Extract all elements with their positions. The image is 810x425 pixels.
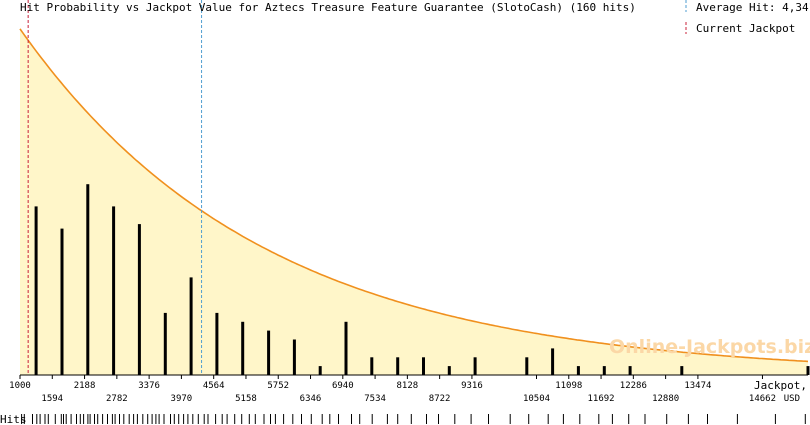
bar <box>551 348 555 375</box>
x-tick-label: 1000 <box>9 381 31 391</box>
bar <box>215 312 219 375</box>
x-tick-label: 3376 <box>138 381 160 391</box>
x-tick-label: 1594 <box>41 394 63 404</box>
reference-lines <box>27 0 687 375</box>
x-tick-label: 5158 <box>235 394 257 404</box>
bar <box>163 312 167 375</box>
x-tick-label: 9316 <box>461 381 483 391</box>
x-tick-label: 8128 <box>397 381 419 391</box>
x-tick-label: 12880 <box>652 394 679 404</box>
bar <box>422 357 425 376</box>
bar <box>806 366 810 375</box>
x-tick-label: 2188 <box>74 381 96 391</box>
watermark: Online-Jackpots.biz <box>609 336 810 358</box>
legend-average-hit: Average Hit: 4,341 <box>696 1 810 14</box>
x-tick-label: 6346 <box>300 394 322 404</box>
bar <box>344 321 348 376</box>
bar <box>112 206 116 375</box>
x-tick-label: 7534 <box>364 394 386 404</box>
bar <box>473 357 477 376</box>
area-layer <box>19 28 809 376</box>
x-tick-label: 4564 <box>203 381 225 391</box>
bar <box>86 184 90 375</box>
x-ticks: 1000 2188 3376 4564 5752 6940 8128 9316 11098 122… <box>9 375 776 404</box>
x-tick-label: 6940 <box>332 381 354 391</box>
bar <box>34 206 38 375</box>
x-tick-label: 8722 <box>429 394 451 404</box>
x-tick-label: 14662 <box>749 394 776 404</box>
bar <box>189 277 193 375</box>
x-tick-label: 2782 <box>106 394 128 404</box>
bar <box>267 330 271 375</box>
x-tick-label: 11692 <box>588 394 615 404</box>
bar <box>60 228 64 375</box>
x-tick-label: 11098 <box>555 381 582 391</box>
x-tick-label: 3970 <box>171 394 193 404</box>
x-tick-label: 10504 <box>523 394 550 404</box>
probability-area <box>20 28 808 376</box>
bar <box>602 366 606 375</box>
bar <box>292 339 296 375</box>
bar <box>525 357 529 376</box>
bar <box>680 366 684 375</box>
bar <box>241 321 245 376</box>
bar <box>628 366 632 375</box>
chart-title: Hit Probability vs Jackpot Value for Azt… <box>20 1 636 14</box>
x-tick-label: 5752 <box>267 381 289 391</box>
bar <box>318 366 322 375</box>
x-axis-label: Jackpot, <box>754 379 807 392</box>
x-tick-label: 13474 <box>684 381 711 391</box>
probability-curve <box>19 28 809 363</box>
x-axis-unit: USD <box>784 394 800 404</box>
hits-label: Hits <box>0 413 27 425</box>
bar <box>137 224 141 375</box>
bars-layer <box>34 184 810 376</box>
bar <box>576 366 580 375</box>
bar <box>396 357 400 376</box>
hits-rug <box>21 414 806 424</box>
legend-current-jackpot: Current Jackpot <box>696 22 795 35</box>
x-tick-label: 12286 <box>620 381 647 391</box>
bar <box>447 366 451 375</box>
bar <box>370 357 374 376</box>
